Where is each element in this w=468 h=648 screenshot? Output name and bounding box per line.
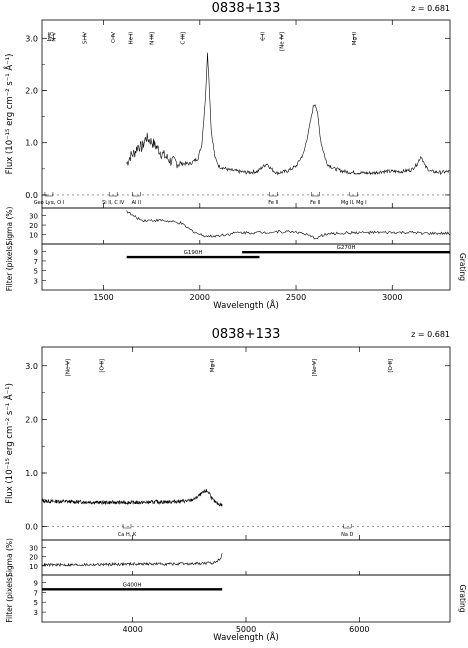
chart-title: 0838+133	[212, 327, 281, 342]
filter-ytick-label: 9	[34, 579, 38, 587]
emission-label: Lyα	[47, 32, 53, 42]
absorption-marker	[108, 192, 118, 197]
absorption-marker	[132, 192, 141, 197]
filter-ytick-label: 5	[34, 268, 38, 276]
grating-axis-label: Grating	[458, 253, 467, 281]
absorption-marker	[44, 192, 54, 197]
emission-label: [O II]	[388, 359, 394, 373]
chart-panel-2: 0838+133 z = 0.681 0.0 1.0 2.0 3.0 4000 5000 600…	[3, 327, 467, 643]
sigma-ytick-label: 10	[29, 232, 38, 240]
emission-label: He II	[129, 32, 135, 45]
sigma-line	[126, 210, 451, 240]
emission-label: N III]	[150, 32, 156, 45]
absorption-label: Geo Lyα, O I	[34, 200, 64, 206]
grating-label: G400H	[123, 582, 142, 588]
xtick-label: 6000	[349, 625, 369, 634]
absorption-label: Fe II	[310, 200, 320, 206]
y-axis-label: Flux (10⁻¹⁵ erg cm⁻² s⁻¹ Å⁻¹)	[3, 383, 15, 504]
flux-ytick-label: 3.0	[25, 362, 38, 371]
sigma-panel-frame	[41, 539, 451, 576]
absorption-marker	[342, 524, 352, 529]
flux-ytick-label: 2.0	[25, 87, 38, 96]
flux-panel-frame	[41, 19, 451, 209]
xtick-label: 2000	[190, 293, 210, 302]
sigma-axis-label: Sigma (%)	[5, 538, 14, 577]
flux-ytick-label: 0.0	[25, 523, 38, 532]
emission-label: [O II]	[100, 359, 106, 373]
absorption-label: Al II	[132, 200, 141, 206]
xtick-label: 1500	[93, 293, 113, 302]
flux-ytick-label: 1.0	[25, 469, 38, 478]
filter-ytick-label: 3	[34, 277, 38, 285]
flux-ytick-label: 0.0	[25, 191, 38, 200]
filter-axis-label: Filter (pixels)	[5, 574, 14, 623]
absorption-label: Mg II, Mg I	[341, 200, 367, 206]
grating-label: G190H	[184, 250, 203, 256]
xtick-label: 2500	[286, 293, 306, 302]
emission-label: Mg II	[352, 32, 358, 46]
emission-label: Si IV	[82, 32, 88, 44]
emission-label: [Ne IV]	[280, 32, 286, 51]
emission-label: C IV	[111, 32, 117, 43]
xtick-label: 4000	[122, 625, 142, 634]
sigma-axis-label: Sigma (%)	[5, 206, 14, 245]
flux-spectrum-line	[41, 488, 223, 507]
sigma-ytick-label: 20	[29, 222, 38, 230]
absorption-label: Ca H, K	[118, 532, 137, 538]
absorption-marker	[269, 192, 278, 197]
filter-ytick-label: 3	[34, 609, 38, 617]
flux-ytick-label: 3.0	[25, 34, 38, 43]
absorption-marker	[349, 192, 359, 197]
absorption-marker	[311, 192, 320, 197]
sigma-panel-frame	[41, 207, 451, 245]
emission-label: [Ne V]	[66, 359, 72, 376]
filter-panel-frame	[41, 574, 451, 623]
xtick-label: 3000	[382, 293, 402, 302]
emission-label: [Ne V]	[312, 359, 318, 376]
grating-axis-label: Grating	[458, 584, 467, 612]
sigma-ytick-label: 10	[29, 563, 38, 571]
filter-ytick-label: 7	[34, 258, 38, 266]
grating-label: G270H	[337, 245, 356, 251]
sigma-ytick-label: 30	[29, 544, 38, 552]
flux-spectrum-line	[126, 52, 451, 176]
emission-label: N V	[52, 32, 58, 42]
redshift-label: z = 0.681	[411, 330, 450, 339]
emission-label: C III]	[180, 32, 186, 45]
sigma-ytick-label: 20	[29, 554, 38, 562]
emission-label: C II	[261, 32, 267, 41]
filter-ytick-label: 7	[34, 589, 38, 597]
x-axis-label: Wavelength (Å)	[213, 299, 279, 311]
absorption-label: Na D	[341, 532, 353, 538]
absorption-label: Si II, C IV	[102, 200, 125, 206]
sigma-ytick-label: 30	[29, 213, 38, 221]
filter-axis-label: Filter (pixels)	[5, 243, 14, 292]
chart-panel-1: 0838+133 z = 0.681 0.0 1.0 2.0 3.0 1500 2000 250…	[3, 1, 467, 311]
flux-ytick-label: 1.0	[25, 139, 38, 148]
emission-label: Mg II	[210, 359, 216, 373]
chart-title: 0838+133	[212, 1, 281, 16]
flux-panel-frame	[41, 346, 451, 541]
absorption-label: Fe II	[268, 200, 278, 206]
y-axis-label: Flux (10⁻¹⁵ erg cm⁻² s⁻¹ Å⁻¹)	[3, 54, 15, 175]
filter-ytick-label: 9	[34, 248, 38, 256]
redshift-label: z = 0.681	[411, 4, 450, 13]
absorption-marker	[122, 524, 132, 529]
xtick-label: 5000	[236, 625, 256, 634]
x-axis-label: Wavelength (Å)	[213, 631, 279, 643]
flux-ytick-label: 2.0	[25, 415, 38, 424]
sigma-line	[41, 553, 223, 568]
filter-ytick-label: 5	[34, 599, 38, 607]
filter-panel-frame	[41, 243, 451, 291]
